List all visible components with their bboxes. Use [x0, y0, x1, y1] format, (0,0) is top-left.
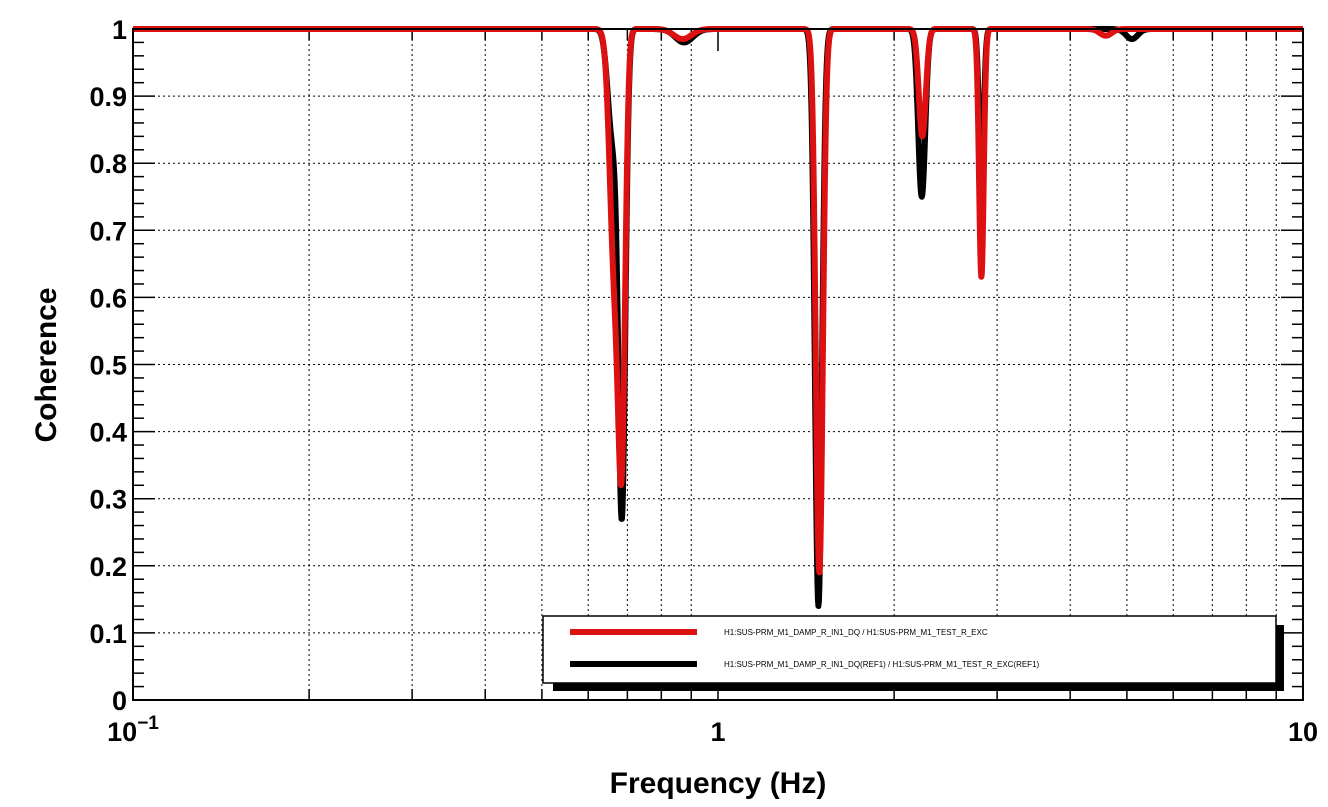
grid [133, 29, 1303, 700]
legend-label-red: H1:SUS-PRM_M1_DAMP_R_IN1_DQ / H1:SUS-PRM… [724, 628, 988, 637]
legend-label-black: H1:SUS-PRM_M1_DAMP_R_IN1_DQ(REF1) / H1:S… [724, 660, 1040, 669]
y-tick-label: 0.9 [89, 82, 127, 112]
x-tick-labels: 10−1 1 10 [107, 713, 1318, 747]
y-tick-label: 0.3 [89, 485, 127, 515]
legend: H1:SUS-PRM_M1_DAMP_R_IN1_DQ / H1:SUS-PRM… [542, 615, 1284, 691]
y-tick-labels: 0 0.1 0.2 0.3 0.4 0.5 0.6 0.7 0.8 0.9 1 [89, 15, 127, 716]
y-tick-label: 0 [112, 686, 127, 716]
plot-frame [132, 28, 1304, 701]
y-tick-label: 0.7 [89, 216, 127, 246]
y-tick-label: 0.5 [89, 351, 127, 381]
x-tick-label: 10−1 [107, 713, 159, 747]
y-tick-label: 1 [112, 15, 127, 45]
y-tick-label: 0.1 [89, 619, 127, 649]
legend-box [542, 615, 1277, 684]
x-tick-label: 10 [1288, 717, 1318, 747]
y-axis-title: Coherence [30, 287, 63, 442]
y-tick-label: 0.4 [89, 418, 127, 448]
y-tick-label: 0.8 [89, 149, 127, 179]
x-axis-title: Frequency (Hz) [610, 767, 827, 800]
y-tick-label: 0.2 [89, 552, 127, 582]
x-tick-label: 1 [710, 717, 725, 747]
y-tick-label: 0.6 [89, 283, 127, 313]
